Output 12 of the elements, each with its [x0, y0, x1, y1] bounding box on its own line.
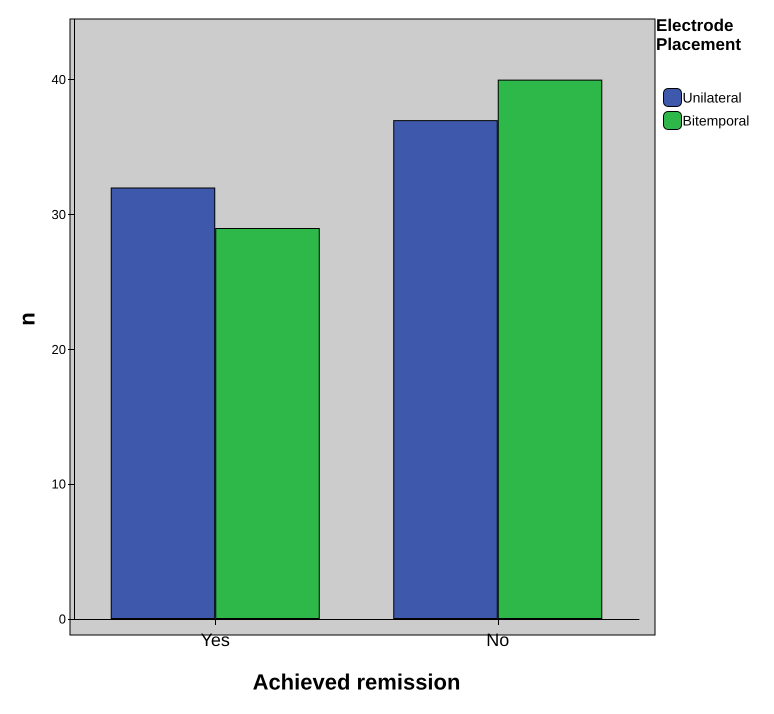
y-tick-label: 30 [52, 207, 66, 222]
y-tick-label: 20 [52, 342, 66, 357]
x-tick-label: Yes [200, 630, 230, 650]
x-axis-title: Achieved remission [252, 670, 460, 694]
legend-label: Unilateral [682, 90, 742, 106]
x-tick-label: No [486, 630, 510, 650]
legend-label: Bitemporal [682, 112, 750, 128]
y-tick-label: 10 [52, 476, 66, 492]
legend-title: Electrode Placement [656, 16, 742, 54]
y-tick-label: 40 [52, 72, 66, 88]
y-axis-title: n [14, 312, 40, 326]
y-tick-label: 0 [58, 612, 66, 626]
